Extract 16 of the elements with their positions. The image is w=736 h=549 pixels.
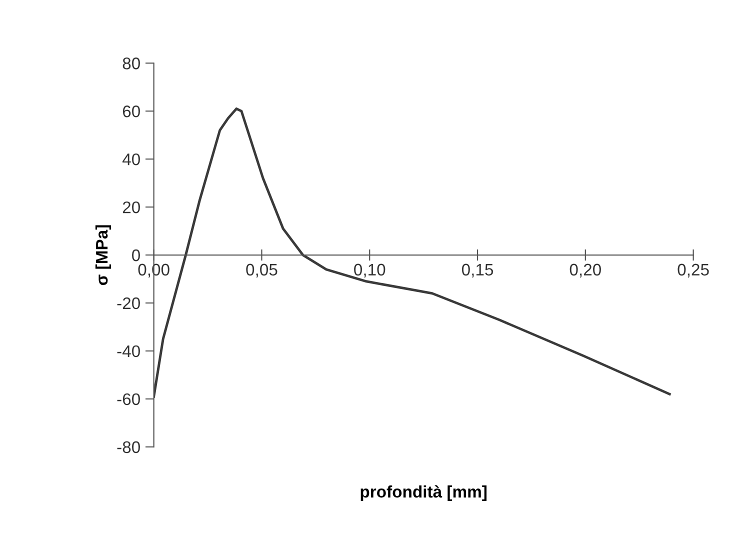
y-tick-label: -80: [117, 441, 140, 454]
y-tick-label: 20: [122, 201, 140, 214]
y-tick-label: 0: [132, 249, 140, 262]
x-tick-label: 0,10: [354, 264, 386, 278]
y-tick-label: -60: [117, 393, 140, 406]
x-tick-label: 0,20: [570, 264, 601, 278]
x-tick-label: 0,15: [462, 264, 494, 278]
y-tick-label: 40: [122, 153, 140, 166]
x-tick-label: 0,25: [678, 264, 709, 278]
x-tick-label: 0,05: [246, 264, 278, 278]
y-tick-label: 60: [122, 106, 140, 118]
y-tick-label: -40: [117, 345, 140, 358]
y-tick-label: 80: [122, 58, 140, 70]
y-axis-title: σ [MPa]: [95, 225, 111, 286]
y-tick-label: -20: [117, 297, 140, 310]
x-axis-title: profondità [mm]: [360, 485, 487, 501]
